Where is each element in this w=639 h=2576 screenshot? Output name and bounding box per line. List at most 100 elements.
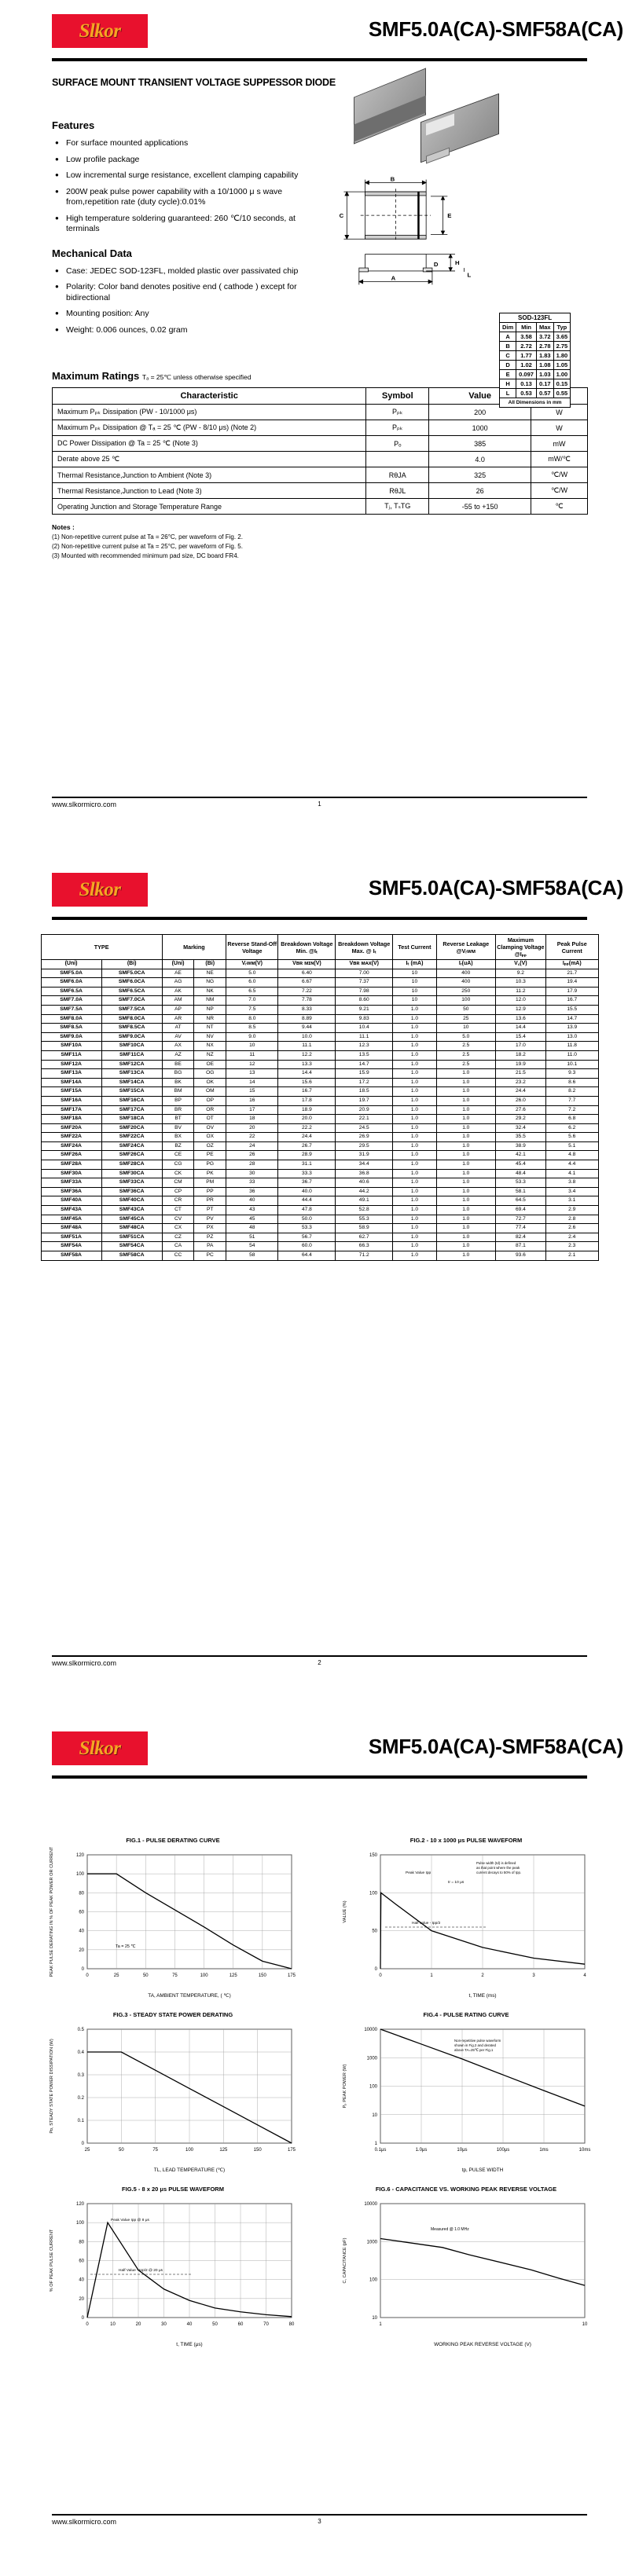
parameter-cell: 58	[226, 1251, 279, 1261]
part-number-cell: SMF17A	[40, 1105, 102, 1116]
svg-text:10: 10	[110, 2322, 116, 2327]
dimension-cell: H	[498, 379, 517, 389]
svg-text:10μs: 10μs	[457, 2148, 467, 2153]
parameter-cell: 1.0	[435, 1196, 496, 1207]
part-number-cell: SMF8.5CA	[101, 1023, 163, 1033]
footer-divider	[52, 797, 587, 798]
parameter-cell: 8.0	[226, 1013, 279, 1024]
part-number-cell: SMF10CA	[101, 1041, 163, 1051]
pt-s-vbrmin: Vʙʀ ᴍɪɴ(V)	[277, 959, 336, 969]
max-ratings-cell: Tⱼ, TₛTG	[365, 498, 430, 515]
part-number-cell: SMF14A	[40, 1077, 102, 1088]
max-ratings-cell: Pₚₖ	[365, 420, 430, 436]
dimension-cell: 0.15	[553, 379, 571, 389]
part-number-cell: SMF20A	[40, 1123, 102, 1134]
footer-website-2[interactable]: www.slkormicro.com	[52, 1659, 117, 1667]
pt-g-vrwm: Reverse Stand-Off Voltage	[226, 934, 279, 960]
table-row: SMF40A SMF40CA CR PR 40 44.4 49.1 1.0 1.0 64.5 3.1	[40, 1196, 599, 1207]
parameter-cell: 45	[226, 1214, 279, 1225]
slkor-logo: Slkor	[52, 14, 148, 48]
part-number-cell: SMF28CA	[101, 1160, 163, 1170]
pt-s-bi: (Bi)	[101, 959, 163, 969]
parameter-cell: 19.9	[494, 1059, 547, 1070]
part-number-cell: SMF16A	[40, 1095, 102, 1106]
feature-item: For surface mounted applications	[55, 137, 302, 149]
svg-text:100μs: 100μs	[497, 2148, 509, 2153]
notes-list: (1) Non-repetitive current pulse at Ta =…	[52, 533, 639, 561]
parameter-cell: PP	[193, 1186, 227, 1197]
parameter-cell: 56.7	[277, 1232, 336, 1243]
parameter-cell: BX	[161, 1132, 195, 1142]
svg-text:40: 40	[79, 2278, 84, 2283]
parameter-cell: 10	[392, 977, 437, 988]
parameter-cell: BE	[161, 1059, 195, 1070]
table-row: SMF12A SMF12CA BE OE 12 13.3 14.7 1.0 2.5 19.9 10.…	[40, 1059, 599, 1070]
parameter-cell: AZ	[161, 1050, 195, 1061]
table-row: SMF17A SMF17CA BR OR 17 18.9 20.9 1.0 1.0 27.6 7.2	[40, 1105, 599, 1116]
parameter-cell: 2.5	[435, 1050, 496, 1061]
max-ratings-cell: ℃	[531, 498, 588, 515]
mechanical-item: Case: JEDEC SOD-123FL, molded plastic ov…	[55, 266, 302, 277]
part-number-cell: SMF11CA	[101, 1050, 163, 1061]
parameter-cell: NZ	[193, 1050, 227, 1061]
svg-text:tr = 10 μs: tr = 10 μs	[448, 1880, 465, 1885]
parameter-cell: OK	[193, 1077, 227, 1088]
max-ratings-cell: RθJL	[365, 482, 430, 499]
part-number-cell: SMF45CA	[101, 1214, 163, 1225]
svg-text:10: 10	[372, 2316, 377, 2321]
parameter-cell: CG	[161, 1160, 195, 1170]
parameter-cell: 12.3	[335, 1041, 394, 1051]
svg-text:1: 1	[375, 2142, 378, 2146]
note-line: (1) Non-repetitive current pulse at Ta =…	[52, 533, 243, 540]
parameter-cell: CP	[161, 1186, 195, 1197]
mr-th-characteristic: Characteristic	[51, 387, 367, 405]
svg-text:60: 60	[238, 2322, 244, 2327]
footer-website[interactable]: www.slkormicro.com	[52, 801, 117, 808]
max-ratings-cell: W	[531, 420, 588, 436]
parameter-cell: 10	[435, 1023, 496, 1033]
note-line: (2) Non-repetitive current pulse at Ta =…	[52, 543, 243, 550]
svg-text:100: 100	[369, 1891, 378, 1896]
parameter-cell: 1.0	[392, 1013, 437, 1024]
parameter-cell: 1.0	[435, 1214, 496, 1225]
dimension-cell: 0.57	[535, 388, 554, 398]
pt-s-mbi: (Bi)	[193, 959, 227, 969]
part-number-cell: SMF48A	[40, 1223, 102, 1233]
parameter-cell: 1.0	[435, 1114, 496, 1124]
parameter-cell: 1.0	[435, 1160, 496, 1170]
footer-website-3[interactable]: www.slkormicro.com	[52, 2518, 117, 2526]
dimension-cell: 0.097	[516, 369, 537, 379]
max-ratings-cell: mW	[531, 435, 588, 452]
footer-divider-2	[52, 1655, 587, 1657]
parameter-cell: AK	[161, 986, 195, 997]
table-row: SMF30A SMF30CA CK PK 30 33.3 36.8 1.0 1.0 48.4 4.1	[40, 1168, 599, 1179]
parameter-cell: 1.0	[392, 1196, 437, 1207]
page-title: SMF5.0A(CA)-SMF58A(CA)	[368, 17, 623, 41]
svg-text:Peak Value Ipp: Peak Value Ipp	[406, 1871, 432, 1875]
parameter-cell: 24.4	[277, 1132, 336, 1142]
parameter-cell: 2.5	[435, 1041, 496, 1051]
svg-text:0.3: 0.3	[78, 2073, 85, 2078]
parameter-cell: 13.6	[494, 1013, 547, 1024]
svg-text:80: 80	[289, 2322, 295, 2327]
parameter-cell: 10	[392, 968, 437, 979]
parameter-cell: 26.0	[494, 1095, 547, 1106]
max-ratings-cell: DC Power Dissipation @ Ta = 25 ℃ (Note 3…	[51, 435, 367, 452]
parameter-cell: 9.2	[494, 968, 547, 979]
parameter-cell: 10.0	[277, 1031, 336, 1042]
parameter-cell: 18.5	[335, 1086, 394, 1097]
table-row: SMF11A SMF11CA AZ NZ 11 12.2 13.5 1.0 2.5 18.2 11.…	[40, 1050, 599, 1061]
parameter-cell: 19.4	[545, 977, 599, 988]
parameter-cell: 2.3	[545, 1241, 599, 1251]
parameter-cell: BR	[161, 1105, 195, 1116]
parameter-cell: 1.0	[435, 1186, 496, 1197]
parameter-cell: 93.6	[494, 1251, 547, 1261]
header-divider	[52, 58, 587, 61]
logo-text-2: Slkor	[79, 878, 121, 900]
pt-s-uni: (Uni)	[40, 959, 102, 969]
parameter-cell: AX	[161, 1041, 195, 1051]
parameter-cell: 11.8	[545, 1041, 599, 1051]
svg-text:2: 2	[481, 1973, 484, 1978]
parameter-cell: 1.0	[392, 1086, 437, 1097]
parameter-cell: 17.9	[545, 986, 599, 997]
